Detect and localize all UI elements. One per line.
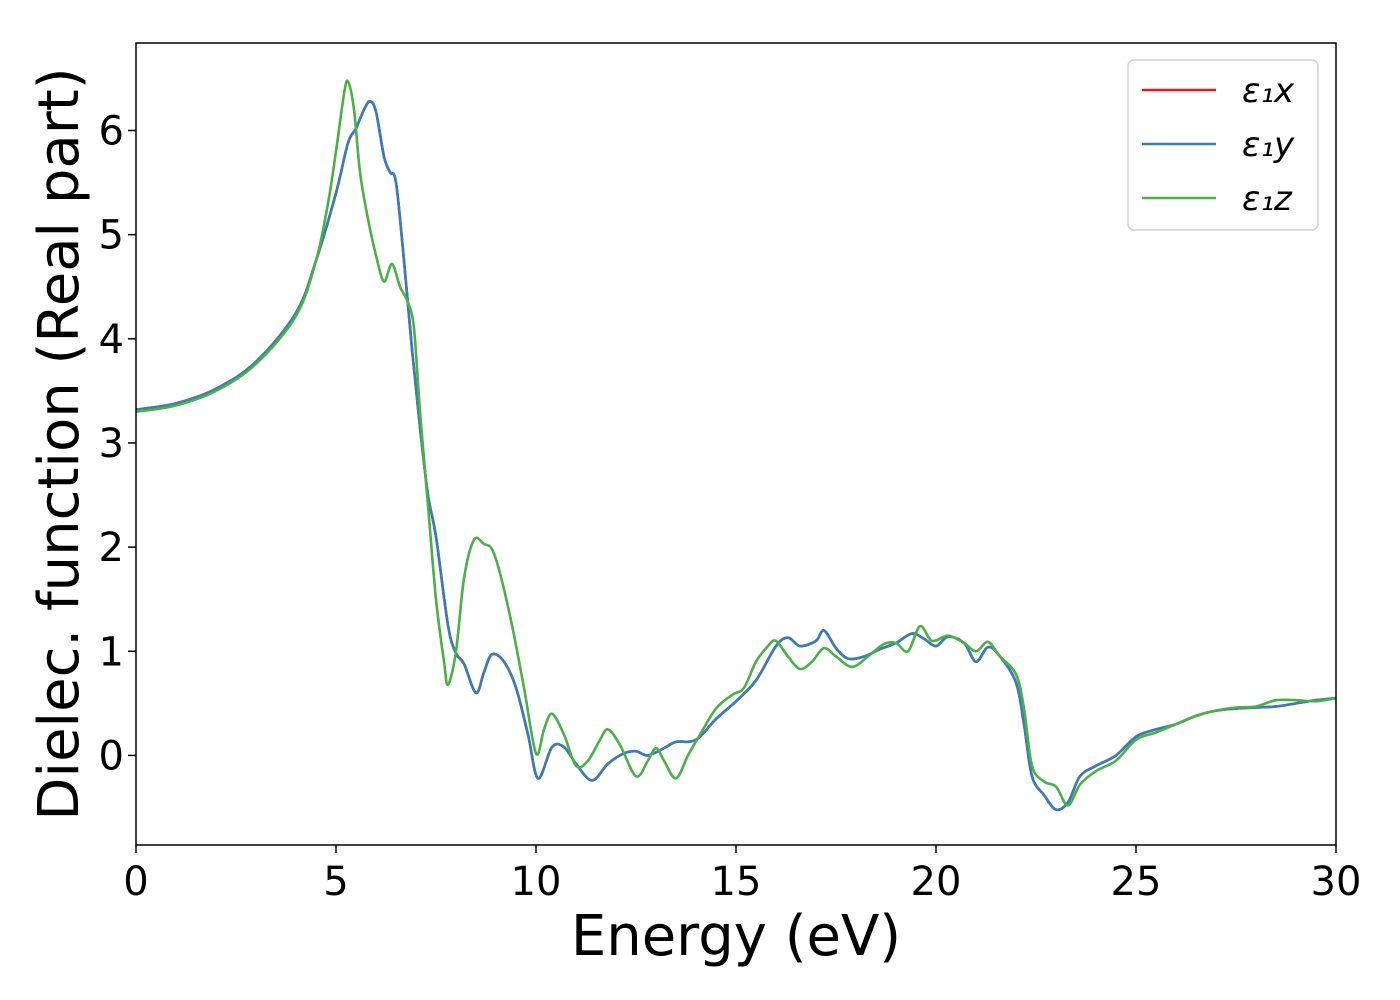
- series-layer: [136, 79, 1336, 812]
- legend-box: [1127, 59, 1319, 231]
- x-tick-label: 0: [123, 859, 148, 905]
- legend-label-2: ε₁y: [1242, 125, 1295, 165]
- y-axis-label: Dielec. function (Real part): [27, 67, 92, 820]
- legend: ε₁x ε₁y ε₁z: [1127, 59, 1319, 231]
- legend-label-3: ε₁z: [1242, 179, 1293, 219]
- legend-label-1: ε₁x: [1242, 71, 1295, 111]
- x-tick-label: 10: [511, 859, 562, 905]
- y-tick-label: 4: [99, 317, 124, 363]
- x-tick-label: 15: [711, 859, 762, 905]
- y-tick-label: 0: [99, 733, 124, 779]
- y-tick-label: 3: [99, 421, 124, 467]
- y-tick-label: 6: [99, 108, 124, 154]
- y-tick-label: 1: [99, 629, 124, 675]
- y-tick-label: 5: [99, 213, 124, 259]
- ticks-layer: 0 5 10 15 20 25 30 0 1 2 3 4 5 6: [99, 108, 1362, 905]
- x-axis-label: Energy (eV): [571, 904, 901, 969]
- x-tick-label: 20: [911, 859, 962, 905]
- series-line-3: [136, 79, 1336, 807]
- y-tick-label: 2: [99, 525, 124, 571]
- x-tick-label: 30: [1311, 859, 1362, 905]
- x-tick-label: 5: [323, 859, 348, 905]
- x-tick-label: 25: [1111, 859, 1162, 905]
